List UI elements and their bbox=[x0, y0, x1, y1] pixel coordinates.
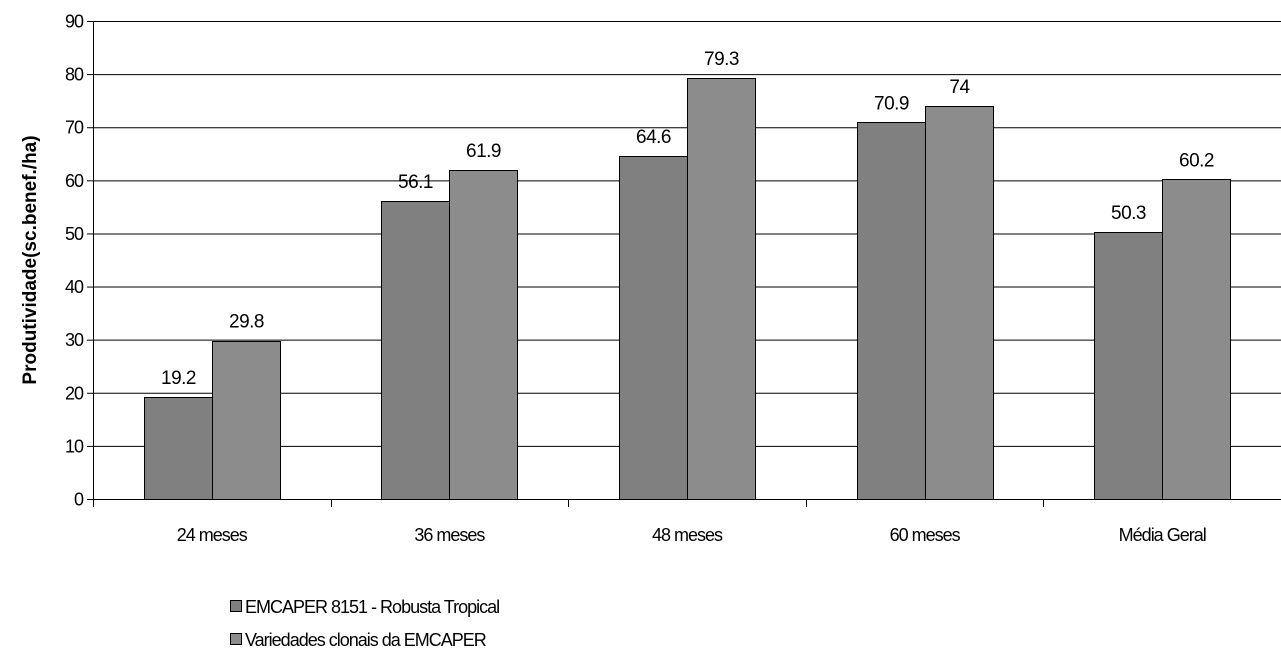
y-tick-label: 30 bbox=[65, 330, 84, 350]
bar-m-dia-geral-series-1 bbox=[1094, 232, 1163, 500]
y-tick-label: 20 bbox=[65, 383, 84, 403]
bar-48-meses-series-2 bbox=[687, 78, 756, 500]
bar-36-meses-series-1 bbox=[381, 201, 450, 500]
data-label: 60.2 bbox=[1179, 150, 1214, 171]
data-label: 19.2 bbox=[161, 368, 196, 389]
x-tick-label: 24 meses bbox=[177, 525, 248, 545]
y-tick-label: 70 bbox=[65, 118, 84, 138]
bar-48-meses-series-1 bbox=[619, 156, 688, 500]
data-label: 29.8 bbox=[229, 312, 264, 333]
bar-60-meses-series-1 bbox=[857, 122, 926, 500]
legend-label: Variedades clonais da EMCAPER bbox=[245, 630, 487, 650]
y-tick-label: 80 bbox=[65, 65, 84, 85]
bar-24-meses-series-1 bbox=[144, 397, 213, 500]
data-label: 64.6 bbox=[636, 127, 671, 148]
x-tick-label: 60 meses bbox=[890, 525, 961, 545]
y-tick-label: 0 bbox=[74, 490, 84, 510]
bar-24-meses-series-2 bbox=[212, 341, 281, 500]
x-tick-labels: 24 meses 36 meses 48 meses 60 meses Média Ge… bbox=[177, 525, 1207, 545]
y-tick-label: 40 bbox=[65, 277, 84, 297]
legend-label: EMCAPER 8151 - Robusta Tropical bbox=[245, 597, 499, 617]
data-label: 61.9 bbox=[466, 141, 501, 162]
data-label: 74 bbox=[949, 77, 970, 98]
y-tick-label: 50 bbox=[65, 224, 84, 244]
data-label: 56.1 bbox=[398, 172, 433, 193]
bar-60-meses-series-2 bbox=[925, 106, 994, 500]
legend: EMCAPER 8151 - Robusta Tropical Variedade… bbox=[230, 597, 500, 650]
x-tick-label: 36 meses bbox=[414, 525, 485, 545]
legend-swatch bbox=[230, 633, 242, 645]
data-label: 50.3 bbox=[1111, 203, 1146, 224]
bar-m-dia-geral-series-2 bbox=[1162, 179, 1231, 500]
y-tick-labels: 0 10 20 30 40 50 60 70 80 90 bbox=[65, 12, 85, 510]
data-label: 70.9 bbox=[874, 93, 909, 114]
y-tick-label: 10 bbox=[65, 436, 84, 456]
data-label: 79.3 bbox=[704, 49, 739, 70]
y-tick-label: 90 bbox=[65, 12, 84, 32]
x-tick-label: Média Geral bbox=[1119, 525, 1206, 545]
y-tick-label: 60 bbox=[65, 171, 84, 191]
x-tick-label: 48 meses bbox=[652, 525, 723, 545]
legend-swatch bbox=[230, 600, 242, 612]
data-labels: 19.2 29.8 56.1 61.9 64.6 79.3 70.9 74 50.3 60.2 bbox=[161, 49, 1214, 389]
bars bbox=[144, 78, 1231, 500]
bar-36-meses-series-2 bbox=[449, 170, 518, 500]
y-axis-label: Produtividade(sc.benef./ha) bbox=[20, 135, 41, 384]
